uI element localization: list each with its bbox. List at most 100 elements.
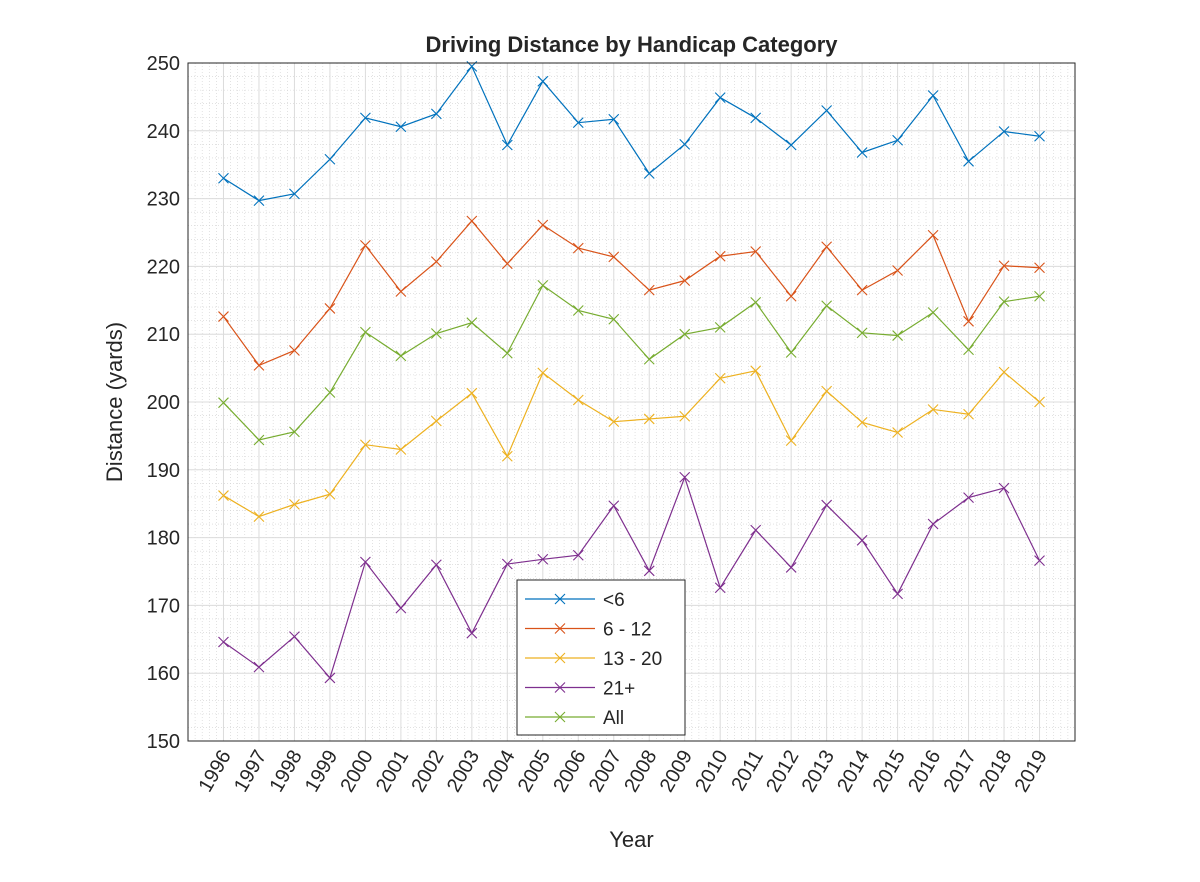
data-point-marker bbox=[324, 488, 336, 500]
data-point-marker bbox=[537, 367, 549, 379]
data-point-marker bbox=[253, 661, 265, 673]
data-point-marker bbox=[608, 251, 620, 263]
x-tick-label: 2005 bbox=[514, 747, 555, 797]
series-line bbox=[223, 475, 1041, 680]
data-point-marker bbox=[679, 328, 691, 340]
y-tick-label: 170 bbox=[147, 595, 180, 617]
data-point-marker bbox=[395, 121, 407, 133]
data-point-marker bbox=[714, 92, 726, 103]
x-tick-label: 1999 bbox=[301, 747, 342, 797]
data-point-marker bbox=[537, 75, 549, 87]
x-tick-label: 1998 bbox=[265, 747, 306, 797]
data-point-marker bbox=[892, 265, 903, 276]
legend-item: 21+ bbox=[525, 679, 635, 700]
y-tick-label: 150 bbox=[147, 731, 180, 753]
x-tick-label: 2009 bbox=[656, 747, 697, 797]
y-axis-label: Distance (yards) bbox=[102, 322, 127, 482]
data-point-marker bbox=[679, 410, 691, 422]
y-tick-label: 160 bbox=[147, 663, 180, 685]
series-6-12 bbox=[218, 215, 1045, 371]
data-point-marker bbox=[253, 359, 265, 371]
legend-label: 13 - 20 bbox=[603, 649, 662, 670]
data-point-marker bbox=[892, 134, 903, 146]
data-point-marker bbox=[856, 327, 868, 339]
data-point-marker bbox=[750, 246, 762, 257]
data-point-marker bbox=[963, 492, 974, 503]
data-point-marker bbox=[395, 286, 407, 297]
x-tick-label: 2004 bbox=[478, 747, 519, 797]
data-point-marker bbox=[608, 416, 620, 428]
x-tick-label: 1996 bbox=[195, 747, 236, 797]
series-21- bbox=[218, 471, 1045, 684]
data-point-marker bbox=[998, 482, 1010, 494]
data-point-marker bbox=[537, 553, 549, 565]
legend-item: 13 - 20 bbox=[525, 649, 662, 670]
data-point-marker bbox=[554, 593, 566, 605]
data-point-marker bbox=[572, 549, 584, 561]
y-tick-label: 220 bbox=[147, 256, 180, 278]
series-group bbox=[218, 61, 1045, 684]
data-point-marker bbox=[998, 126, 1010, 137]
data-point-marker bbox=[360, 112, 371, 124]
data-point-marker bbox=[572, 305, 584, 316]
y-tick-label: 210 bbox=[147, 324, 180, 346]
legend-item: 6 - 12 bbox=[525, 620, 652, 641]
y-tick-label: 250 bbox=[147, 53, 180, 75]
data-point-marker bbox=[466, 387, 478, 399]
x-axis-label: Year bbox=[609, 827, 653, 852]
data-point-marker bbox=[785, 435, 797, 447]
data-point-marker bbox=[892, 330, 903, 341]
data-point-marker bbox=[750, 296, 762, 308]
data-point-marker bbox=[643, 565, 655, 577]
data-point-marker bbox=[856, 534, 868, 546]
data-point-marker bbox=[856, 416, 868, 428]
axes-box bbox=[187, 62, 1076, 742]
data-point-marker bbox=[289, 631, 300, 642]
data-point-marker bbox=[430, 328, 442, 339]
x-tick-label: 2010 bbox=[691, 747, 732, 797]
data-point-marker bbox=[360, 326, 371, 338]
data-point-marker bbox=[750, 524, 762, 536]
data-point-marker bbox=[643, 168, 655, 179]
data-point-marker bbox=[360, 439, 371, 451]
data-point-marker bbox=[714, 322, 726, 333]
data-point-marker bbox=[1034, 555, 1045, 567]
data-point-marker bbox=[466, 215, 478, 227]
series-13-20 bbox=[218, 365, 1045, 522]
data-point-marker bbox=[927, 229, 939, 241]
data-point-marker bbox=[1034, 262, 1045, 274]
data-point-marker bbox=[430, 559, 442, 571]
data-point-marker bbox=[537, 279, 549, 291]
grid bbox=[187, 62, 1076, 742]
chart-title: Driving Distance by Handicap Category bbox=[426, 32, 839, 57]
y-tick-label: 200 bbox=[147, 392, 180, 414]
legend-label: 21+ bbox=[603, 679, 635, 700]
x-tick-label: 2019 bbox=[1011, 747, 1052, 797]
data-point-marker bbox=[1034, 396, 1045, 408]
y-ticks: 150 160 170 180 190 200 210 220 230 240 250 bbox=[147, 53, 180, 753]
data-point-marker bbox=[572, 394, 584, 406]
series--6 bbox=[218, 61, 1045, 207]
data-point-marker bbox=[501, 450, 513, 462]
data-point-marker bbox=[750, 112, 762, 124]
data-point-marker bbox=[750, 365, 762, 377]
legend-label: 6 - 12 bbox=[603, 620, 652, 641]
data-point-marker bbox=[998, 366, 1010, 378]
data-point-marker bbox=[554, 652, 566, 664]
data-point-marker bbox=[324, 387, 336, 398]
x-ticks: 1996199719981999200020012002200320042005… bbox=[195, 747, 1052, 797]
data-point-marker bbox=[963, 155, 974, 167]
data-point-marker bbox=[892, 427, 903, 438]
data-point-marker bbox=[324, 672, 336, 684]
x-tick-label: 2000 bbox=[336, 747, 377, 797]
data-point-marker bbox=[430, 256, 442, 268]
data-point-marker bbox=[785, 347, 797, 358]
data-point-marker bbox=[963, 315, 974, 327]
data-point-marker bbox=[927, 90, 939, 101]
x-tick-label: 1997 bbox=[230, 747, 271, 797]
legend-item: <6 bbox=[525, 590, 625, 611]
data-point-marker bbox=[466, 317, 478, 329]
series-line bbox=[223, 370, 1040, 518]
data-point-marker bbox=[430, 415, 442, 427]
